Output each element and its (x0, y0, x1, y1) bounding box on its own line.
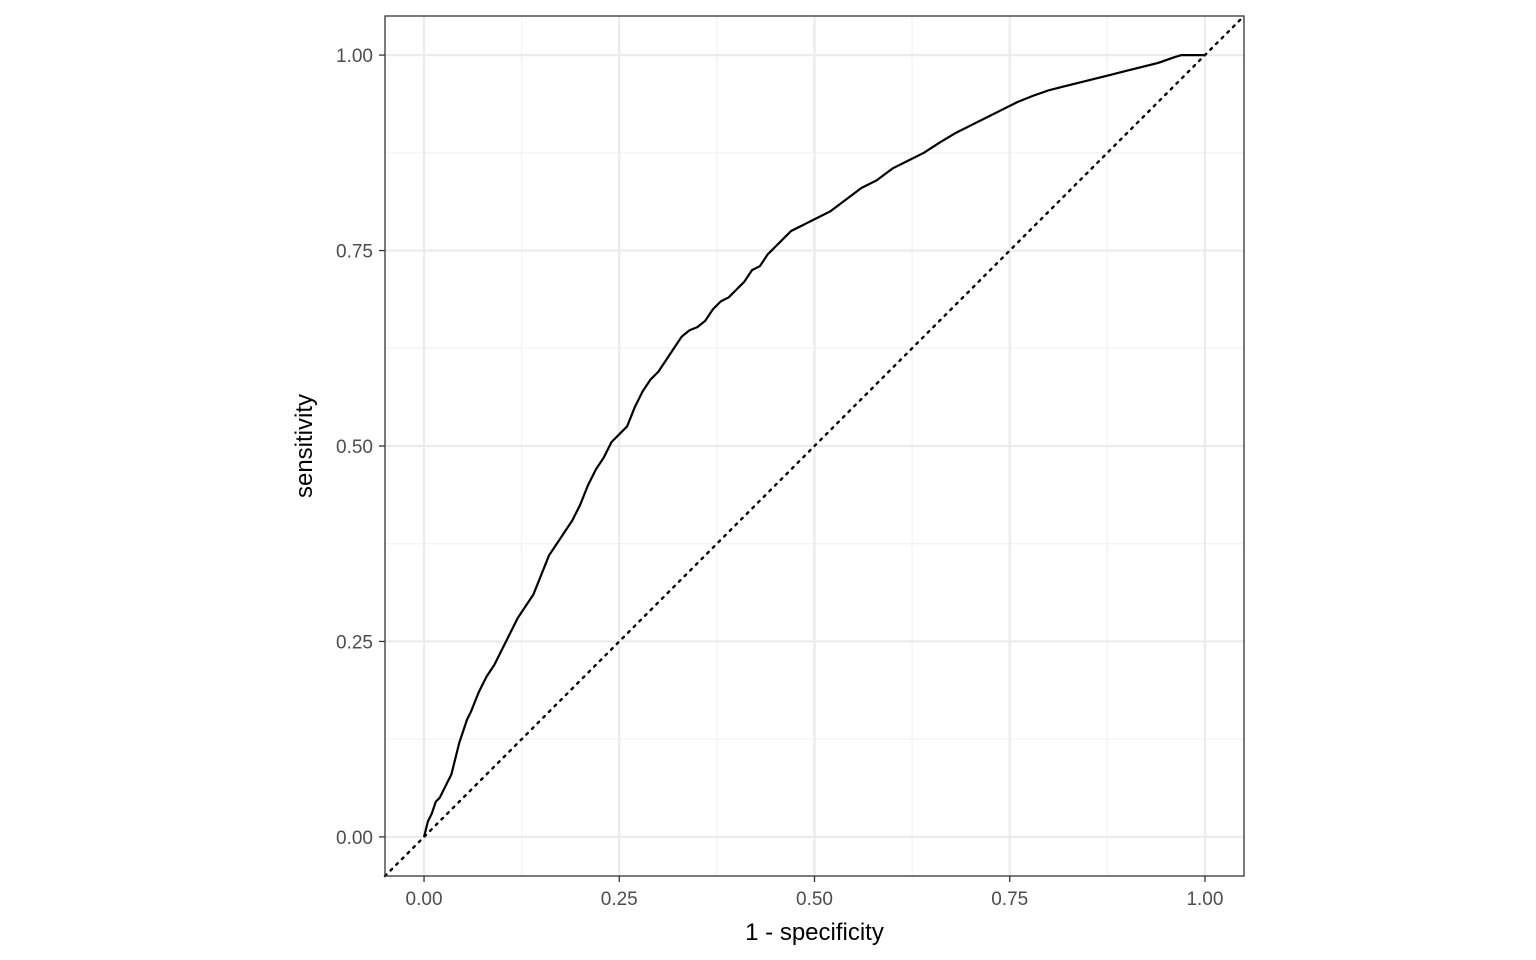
x-tick-label: 0.75 (991, 889, 1028, 910)
x-tick-label: 0.00 (406, 889, 443, 910)
reference-diagonal-line (383, 14, 1246, 878)
x-axis-ticks: 0.00 0.25 0.50 0.75 1.00 (406, 876, 1223, 910)
y-axis-ticks: 0.00 0.25 0.50 0.75 1.00 (336, 46, 385, 849)
y-tick-label: 0.25 (336, 632, 373, 653)
y-tick-label: 1.00 (336, 46, 373, 67)
x-tick-label: 0.50 (796, 889, 833, 910)
roc-curve (422, 53, 1205, 838)
x-tick-label: 1.00 (1186, 889, 1223, 910)
y-tick-label: 0.00 (336, 828, 373, 849)
y-axis-title: sensitivity (291, 394, 318, 498)
x-tick-label: 0.25 (601, 889, 638, 910)
major-gridlines (385, 16, 1244, 876)
y-tick-label: 0.50 (336, 437, 373, 458)
x-axis-title: 1 - specificity (745, 919, 884, 946)
series-layer (383, 14, 1246, 878)
y-tick-label: 0.75 (336, 242, 373, 263)
